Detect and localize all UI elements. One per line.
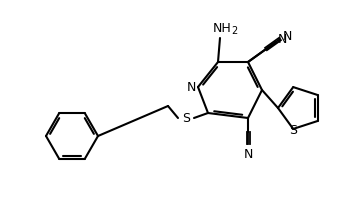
Text: 2: 2 bbox=[231, 26, 237, 36]
Text: N: N bbox=[186, 80, 196, 94]
Text: S: S bbox=[289, 124, 297, 137]
Text: N: N bbox=[277, 32, 287, 46]
Text: N: N bbox=[243, 148, 253, 160]
Text: S: S bbox=[182, 111, 190, 124]
Text: NH: NH bbox=[213, 22, 231, 34]
Text: N: N bbox=[282, 29, 292, 43]
